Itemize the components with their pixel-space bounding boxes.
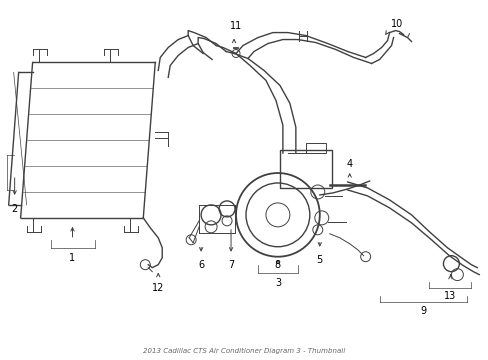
Bar [305,143,325,153]
Text: 8: 8 [274,260,281,270]
Text: 6: 6 [198,260,204,270]
Text: 9: 9 [420,306,426,316]
Text: 5: 5 [316,255,322,265]
Text: 12: 12 [152,283,164,293]
Text: 3: 3 [274,278,281,288]
Text: 13: 13 [444,291,456,301]
Text: 1: 1 [69,253,76,263]
Text: 11: 11 [229,21,242,31]
Text: 2013 Cadillac CTS Air Conditioner Diagram 3 - Thumbnail: 2013 Cadillac CTS Air Conditioner Diagra… [143,348,345,354]
Text: 7: 7 [227,260,234,270]
Text: 10: 10 [390,19,403,28]
Text: 4: 4 [346,159,352,169]
Bar [279,150,331,188]
Text: 2: 2 [12,204,18,214]
